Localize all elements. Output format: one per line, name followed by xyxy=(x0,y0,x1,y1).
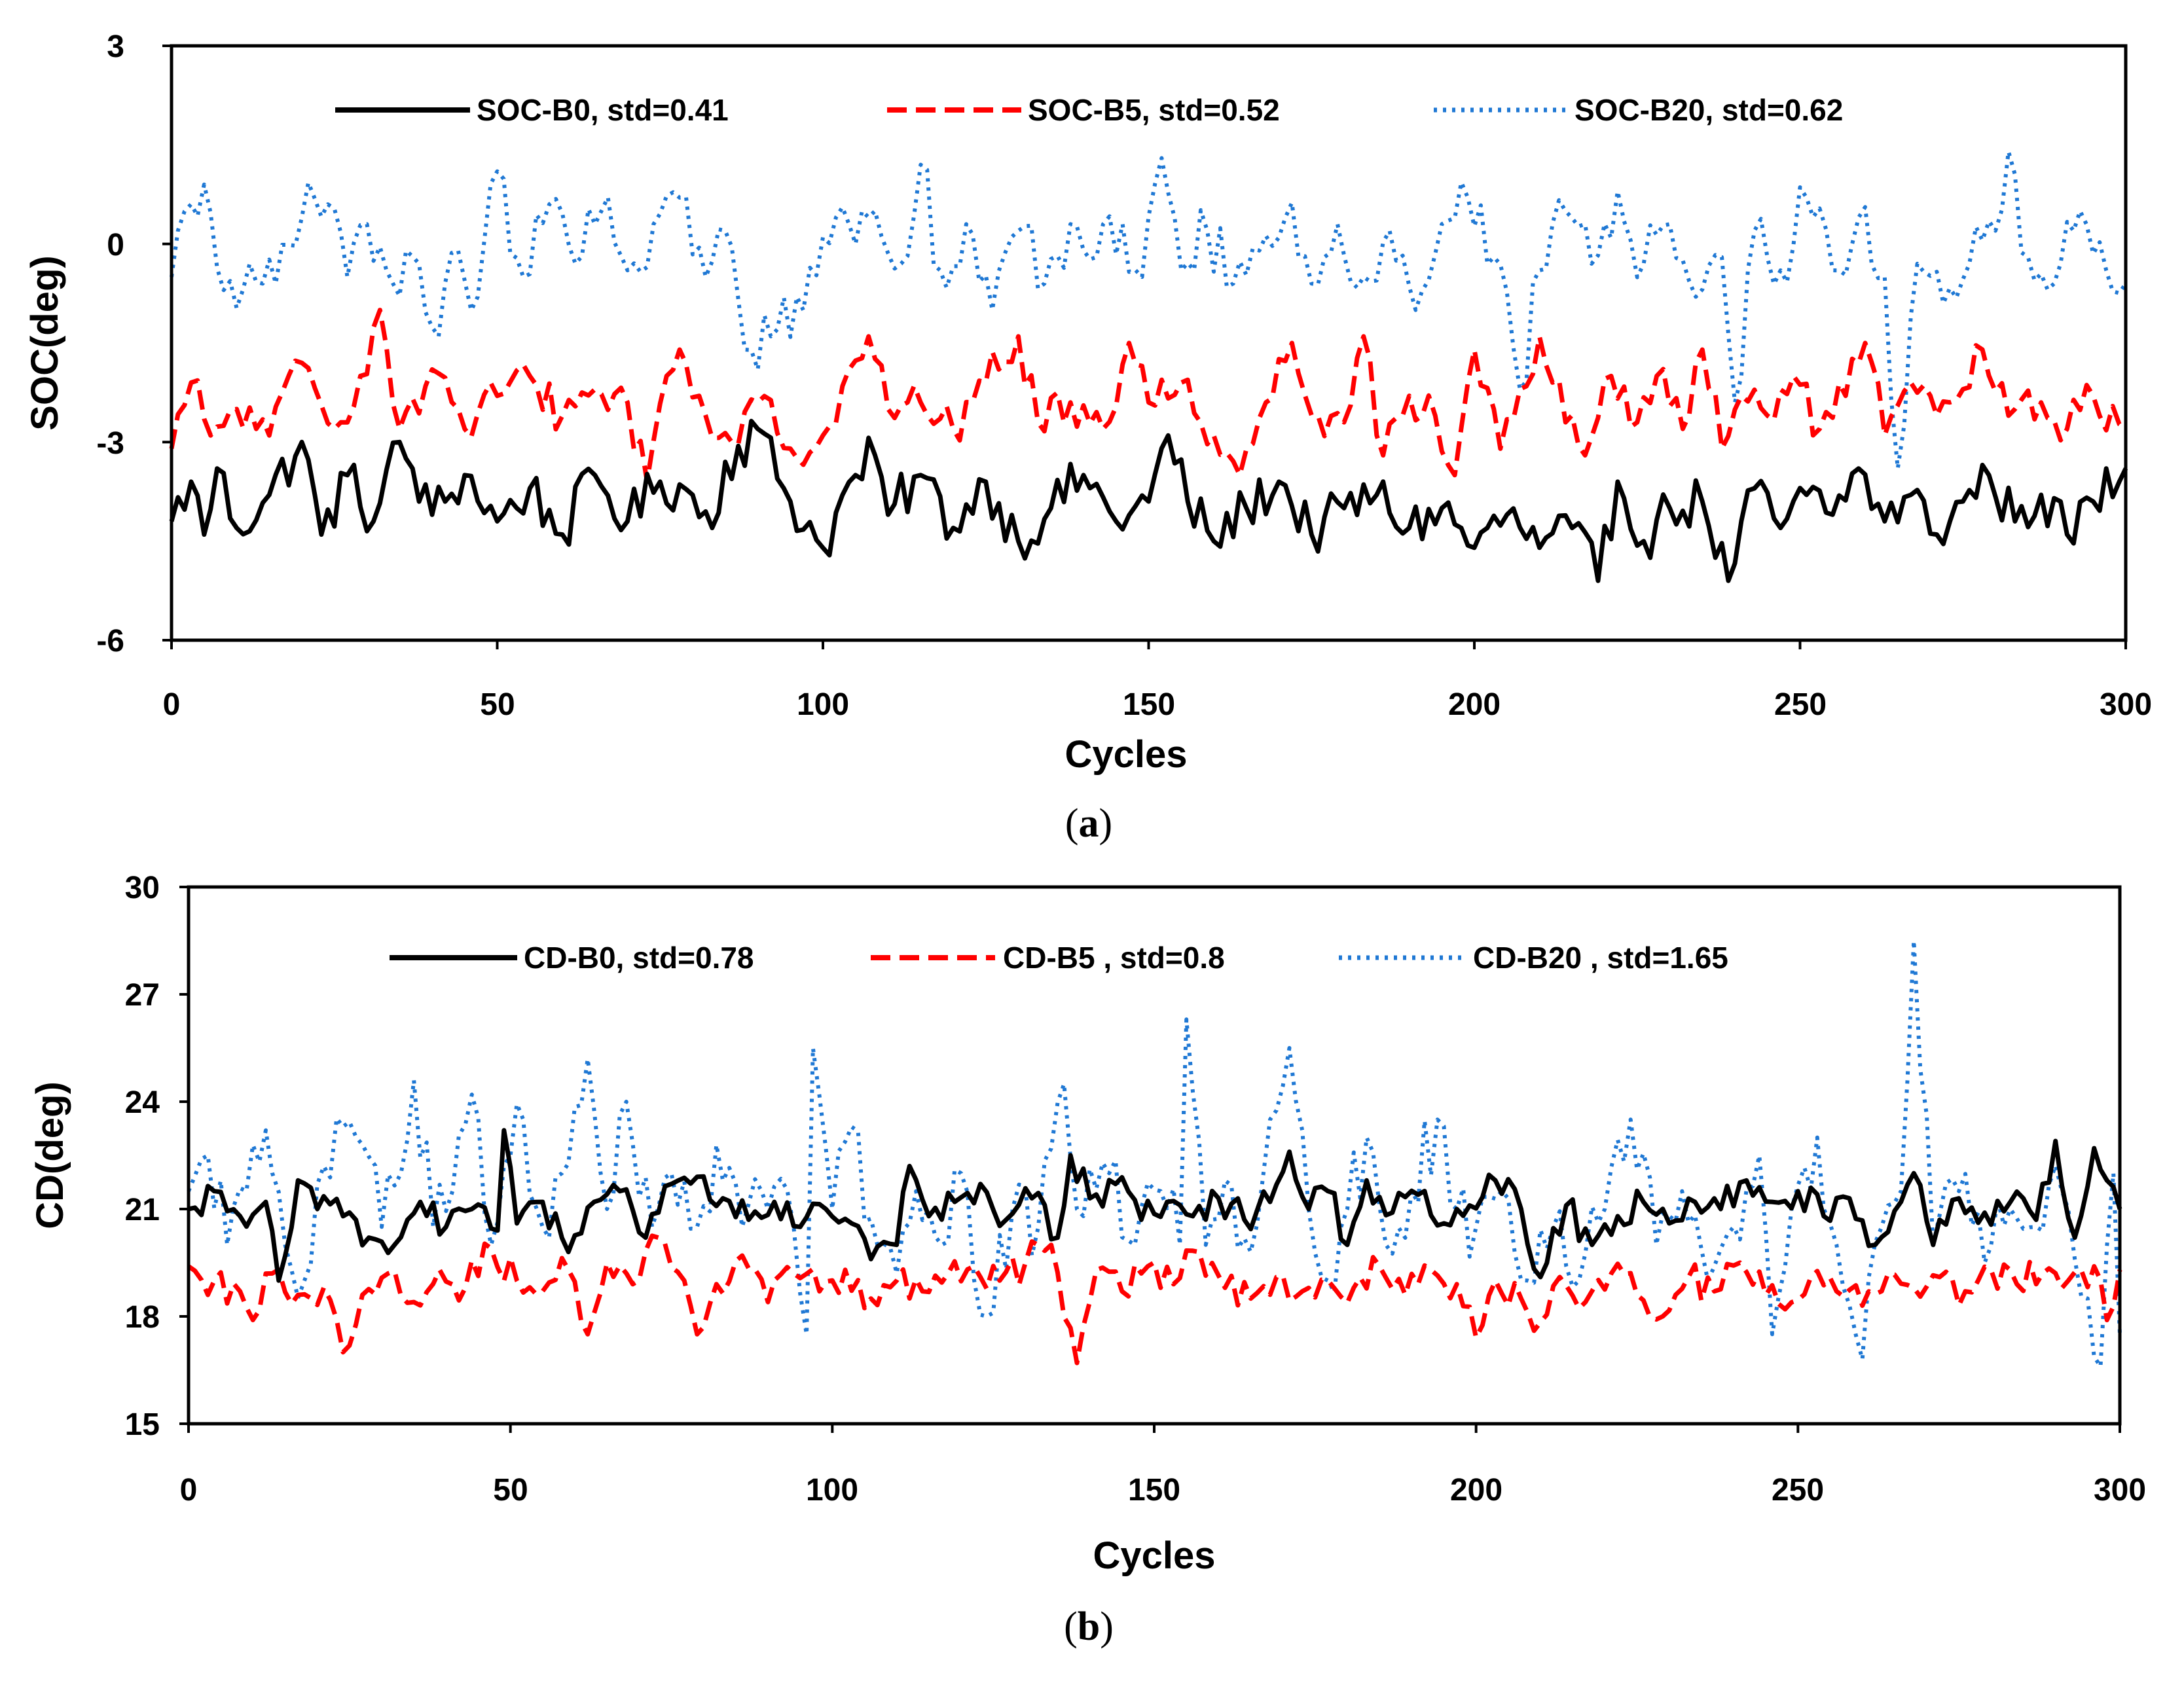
x-tick-label: 50 xyxy=(480,687,515,722)
series-line-soc-b0 xyxy=(169,418,2128,583)
legend-label-cd-b20: CD-B20 , std=1.65 xyxy=(1473,941,1728,975)
y-tick-label: 24 xyxy=(125,1085,160,1120)
y-tick-label: 18 xyxy=(125,1300,160,1335)
series-line-cd-b5 xyxy=(187,1233,2122,1365)
panel-a-soc-chart: 3 0 -3 -6 0 50 100 150 200 250 300 Cycle… xyxy=(24,29,2152,776)
x-tick-label: 300 xyxy=(2100,687,2152,722)
legend-label-soc-b5: SOC-B5, std=0.52 xyxy=(1028,93,1280,127)
caption-b: (b) xyxy=(1064,1604,1114,1649)
panel-a-legend: SOC-B0, std=0.41 SOC-B5, std=0.52 SOC-B2… xyxy=(335,93,1843,127)
panel-b-x-axis: 0 50 100 150 200 250 300 xyxy=(180,1473,2146,1508)
y-tick-label: 27 xyxy=(125,978,160,1013)
legend-label-soc-b20: SOC-B20, std=0.62 xyxy=(1574,93,1843,127)
panel-b-y-axis: 30 27 24 21 18 15 xyxy=(125,871,160,1442)
panel-b-legend: CD-B0, std=0.78 CD-B5 , std=0.8 CD-B20 ,… xyxy=(390,941,1728,975)
y-tick-label: -6 xyxy=(96,624,124,659)
y-tick-label: 21 xyxy=(125,1193,160,1227)
panel-b-y-axis-title: CD(deg) xyxy=(29,1081,71,1229)
y-tick-label: 15 xyxy=(125,1407,160,1442)
legend-label-soc-b0: SOC-B0, std=0.41 xyxy=(477,93,729,127)
panel-a-series-layer xyxy=(169,149,2128,583)
x-tick-label: 100 xyxy=(806,1473,858,1508)
panel-a-x-axis: 0 50 100 150 200 250 300 xyxy=(163,687,2152,722)
x-tick-label: 150 xyxy=(1123,687,1175,722)
y-tick-label: 30 xyxy=(125,871,160,905)
x-tick-label: 0 xyxy=(180,1473,198,1508)
caption-a: (a) xyxy=(1065,801,1112,846)
y-tick-label: 0 xyxy=(107,228,124,262)
panel-b-x-axis-title: Cycles xyxy=(1093,1534,1215,1577)
x-tick-label: 100 xyxy=(797,687,849,722)
panel-b-series-layer xyxy=(187,939,2122,1369)
x-tick-label: 150 xyxy=(1128,1473,1180,1508)
series-line-cd-b20 xyxy=(187,939,2122,1369)
panel-a-plot-frame xyxy=(170,44,2128,642)
x-tick-label: 250 xyxy=(1774,687,1827,722)
legend-label-cd-b0: CD-B0, std=0.78 xyxy=(524,941,754,975)
panel-a-y-axis: 3 0 -3 -6 xyxy=(96,29,124,659)
x-tick-label: 300 xyxy=(2094,1473,2146,1508)
panel-b-cd-chart: 30 27 24 21 18 15 0 50 100 150 200 250 3… xyxy=(29,871,2146,1577)
series-line-soc-b5 xyxy=(169,308,2128,484)
x-tick-label: 0 xyxy=(163,687,181,722)
panel-a-y-axis-title: SOC(deg) xyxy=(24,255,66,430)
panel-a-x-axis-title: Cycles xyxy=(1065,733,1187,776)
x-tick-label: 200 xyxy=(1448,687,1501,722)
series-line-soc-b20 xyxy=(170,149,2128,471)
y-tick-label: 3 xyxy=(107,29,124,64)
x-tick-label: 200 xyxy=(1450,1473,1502,1508)
x-tick-label: 50 xyxy=(493,1473,528,1508)
series-line-cd-b0 xyxy=(188,1128,2122,1283)
x-tick-label: 250 xyxy=(1772,1473,1824,1508)
y-tick-label: -3 xyxy=(96,426,124,461)
legend-label-cd-b5: CD-B5 , std=0.8 xyxy=(1003,941,1225,975)
